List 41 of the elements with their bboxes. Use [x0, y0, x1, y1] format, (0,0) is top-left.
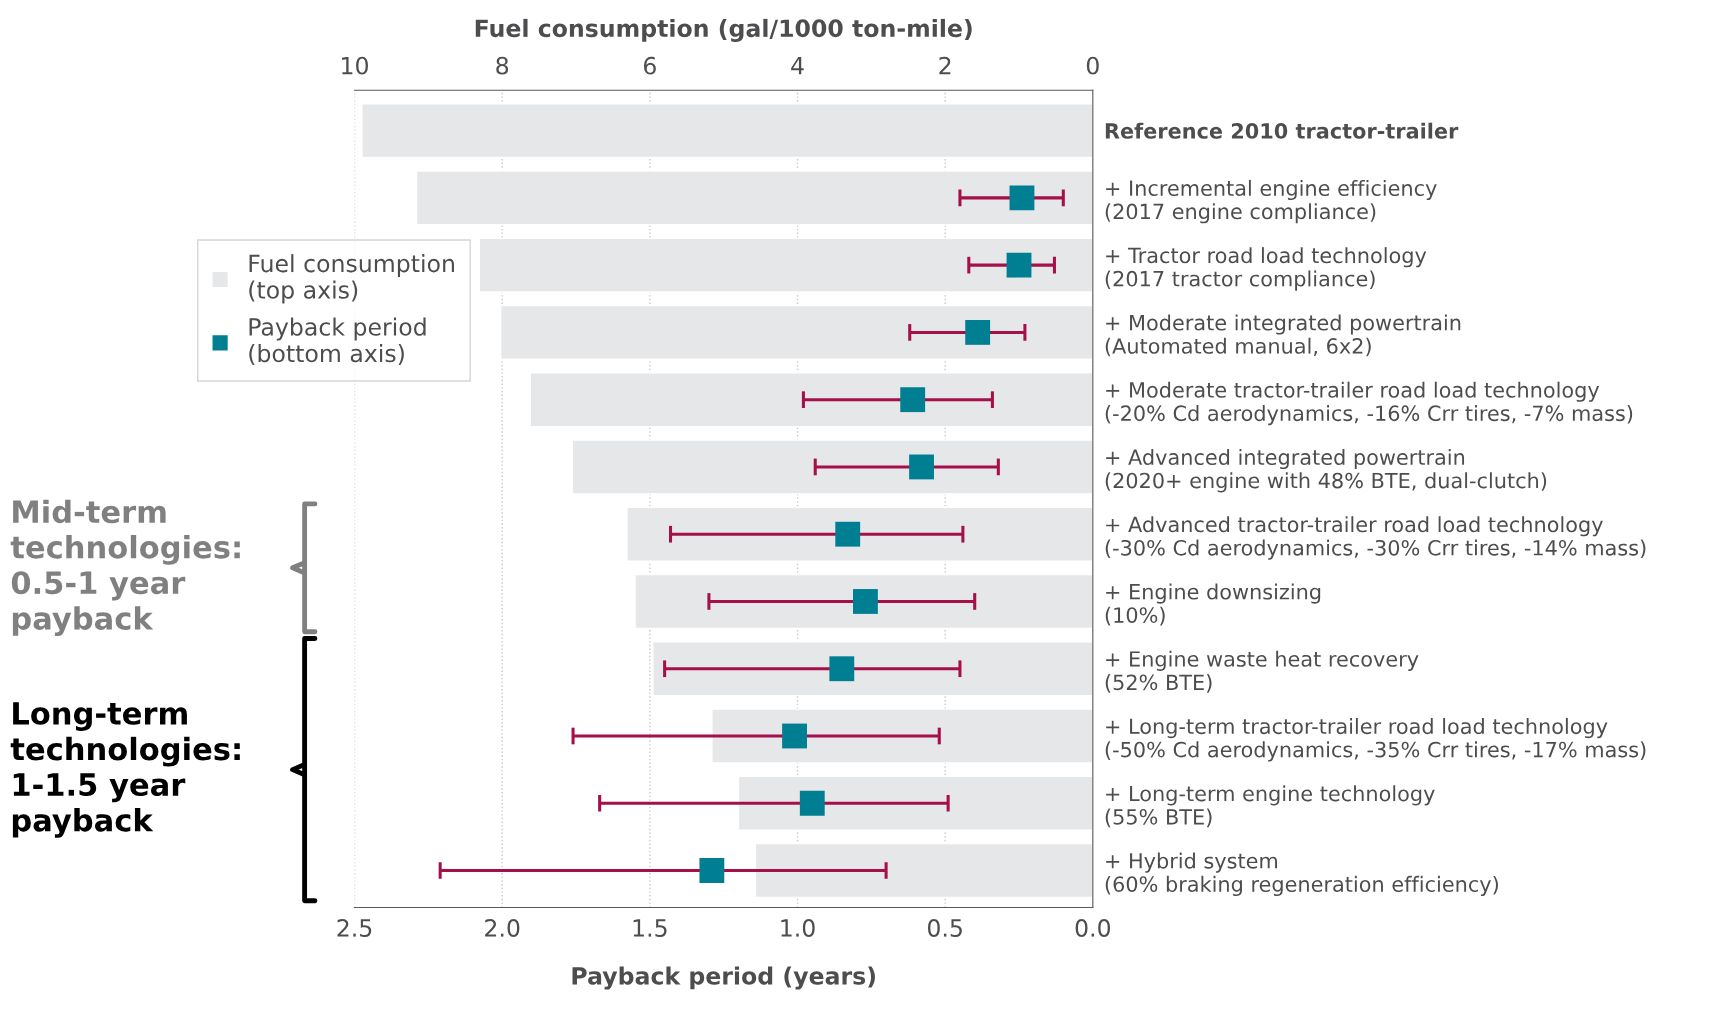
y-tick-label: + Hybrid system (60% braking regeneration efficiency) — [1105, 852, 1498, 897]
x2-tick-label: 4 — [791, 57, 804, 75]
point — [799, 790, 825, 816]
x2-tick-label: 2 — [939, 56, 951, 75]
x-tick-label: 2.5 — [337, 919, 372, 937]
point — [900, 387, 926, 413]
point — [835, 521, 861, 547]
x-tick-label: 0.0 — [1075, 919, 1111, 937]
point — [853, 589, 878, 614]
x2-axis-title: Fuel consumption (gal/1000 ton-mile) — [475, 18, 972, 42]
y-tick-label: + Long-term tractor-trailer road load technology (-50% Cd aerodynamics, -35% Crr tires, -17% mass) — [1105, 718, 1646, 762]
y-tick-label: + Engine downsizing (10%) — [1105, 583, 1321, 626]
y-tick-label: + Long-term engine technology (55% BTE) — [1105, 785, 1435, 828]
legend-label: Payback period (bottom axis) — [249, 317, 426, 366]
x-tick-label: 2.0 — [485, 919, 520, 937]
y-tick-label: + Moderate tractor-trailer road load technology (-20% Cd aerodynamics, -16% Crr tires, -7% mass) — [1105, 381, 1633, 426]
y-tick-label: + Moderate integrated powertrain (Automated manual, 6x2) — [1105, 314, 1461, 357]
text: Long-term technologies: 1-1.5 year payback — [10, 702, 240, 838]
point — [1006, 252, 1032, 278]
y-tick-label: + Incremental engine efficiency (2017 engine compliance) — [1105, 179, 1437, 224]
y-tick-label: + Tractor road load technology (2017 tractor compliance) — [1105, 247, 1427, 291]
y-tick-label: + Engine waste heat recovery (52% BTE) — [1105, 650, 1419, 693]
y-tick-label: + Advanced integrated powertrain (2020+ engine with 48% BTE, dual-clutch) — [1105, 448, 1547, 493]
x-tick-label: 0.5 — [927, 919, 962, 937]
point — [829, 656, 855, 682]
point — [1009, 185, 1035, 211]
x2-tick-label: 6 — [643, 56, 656, 75]
x-axis-title: Payback period (years) — [572, 966, 875, 990]
x-tick-label: 1.0 — [781, 919, 815, 937]
point — [782, 723, 807, 749]
point — [965, 319, 991, 345]
text: Mid-term technologies: 0.5-1 year payback — [10, 499, 240, 637]
point — [699, 858, 725, 883]
legend-label: Fuel consumption (top axis) — [249, 254, 454, 304]
x2-tick-label: 0 — [1086, 56, 1099, 75]
point — [909, 454, 934, 480]
x-tick-label: 1.5 — [633, 919, 667, 937]
y-tick-label: + Advanced tractor-trailer road load technology (-30% Cd aerodynamics, -30% Crr tires, -14% mass) — [1105, 516, 1646, 560]
x2-tick-label: 8 — [496, 56, 509, 75]
y-tick-label: Reference 2010 tractor-trailer — [1105, 122, 1459, 139]
x2-tick-label: 10 — [342, 56, 368, 75]
